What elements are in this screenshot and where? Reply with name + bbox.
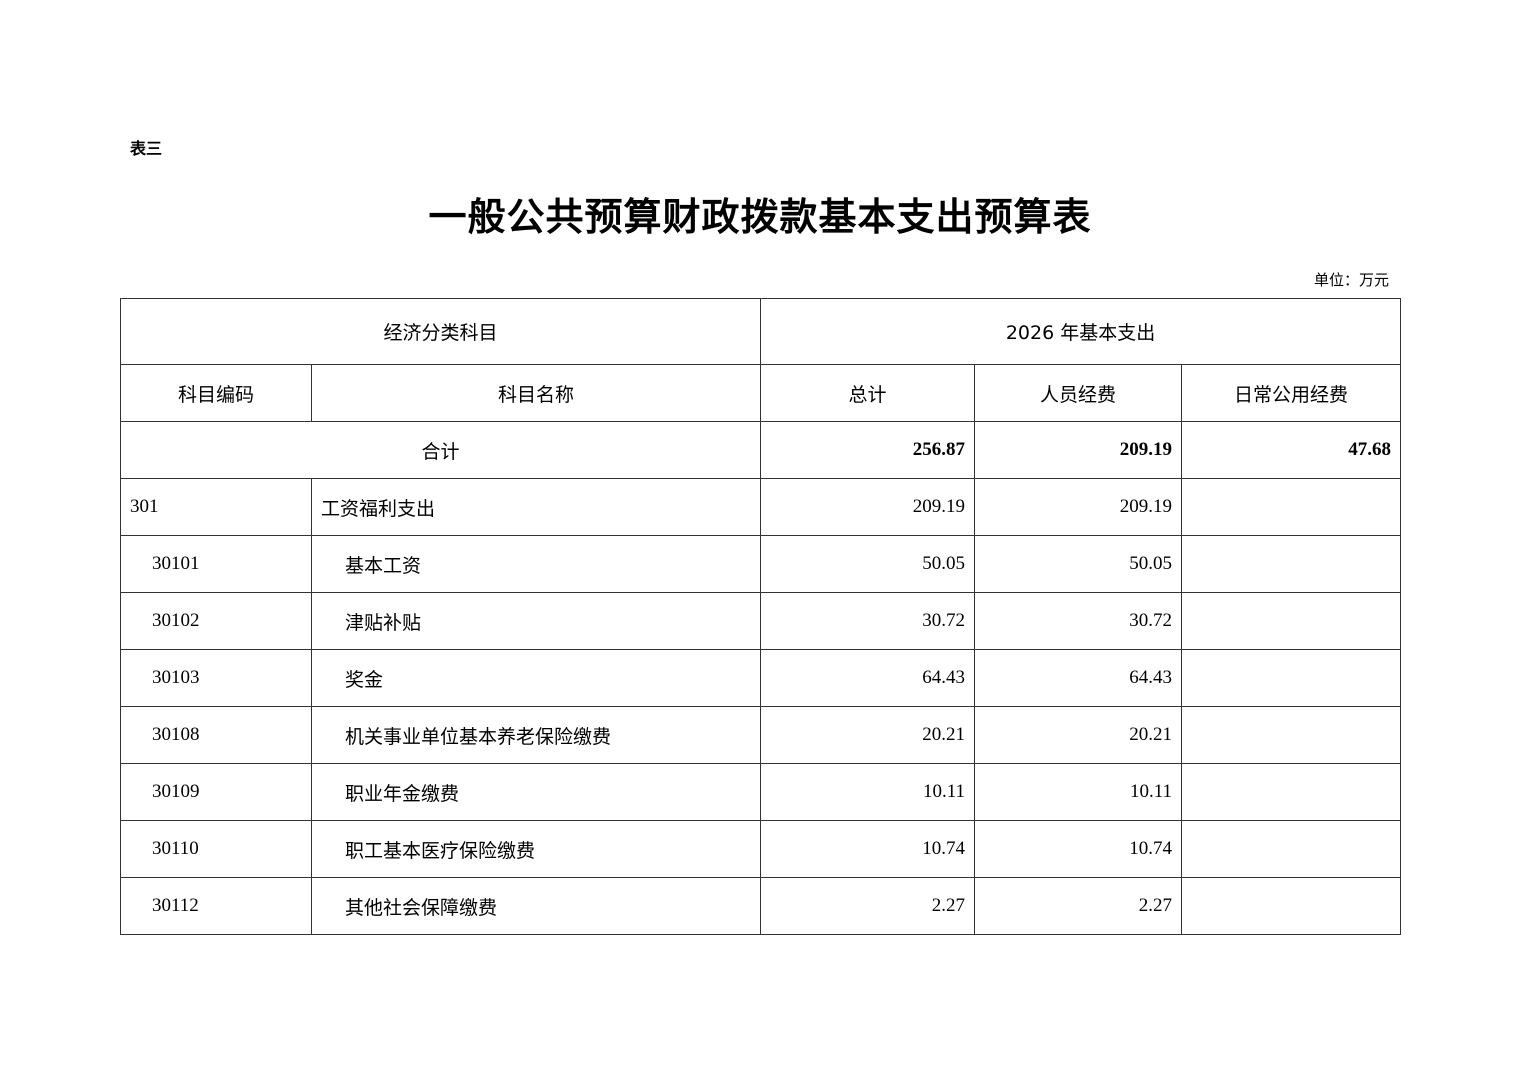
table-row: 30103 奖金 64.43 64.43 xyxy=(120,649,1402,707)
row-personnel: 2.27 xyxy=(974,877,1183,935)
table-row: 30102 津贴补贴 30.72 30.72 xyxy=(120,592,1402,650)
row-personnel: 20.21 xyxy=(974,706,1183,764)
group-header-row: 经济分类科目 2026 年基本支出 xyxy=(119,298,1402,365)
row-name: 津贴补贴 xyxy=(310,592,762,650)
row-code: 30103 xyxy=(120,649,312,707)
row-total: 50.05 xyxy=(760,535,976,593)
row-public xyxy=(1181,478,1402,536)
table-row: 301 工资福利支出 209.19 209.19 xyxy=(120,478,1402,536)
row-personnel: 10.74 xyxy=(974,820,1183,878)
total-row: 合计 256.87 209.19 47.68 xyxy=(119,421,1402,479)
row-total: 10.11 xyxy=(760,763,976,821)
row-total: 30.72 xyxy=(760,592,976,650)
row-public xyxy=(1181,649,1402,707)
table-row: 30108 机关事业单位基本养老保险缴费 20.21 20.21 xyxy=(120,706,1402,764)
total-label: 合计 xyxy=(119,421,762,479)
row-name: 职业年金缴费 xyxy=(310,763,762,821)
row-code: 30110 xyxy=(120,820,312,878)
header-code: 科目编码 xyxy=(120,364,312,422)
table-row: 30112 其他社会保障缴费 2.27 2.27 xyxy=(120,877,1402,935)
table-row: 30101 基本工资 50.05 50.05 xyxy=(120,535,1402,593)
row-personnel: 30.72 xyxy=(974,592,1183,650)
row-personnel: 64.43 xyxy=(974,649,1183,707)
row-personnel: 50.05 xyxy=(974,535,1183,593)
row-name: 机关事业单位基本养老保险缴费 xyxy=(310,706,762,764)
row-name: 工资福利支出 xyxy=(310,478,762,536)
page-title: 一般公共预算财政拨款基本支出预算表 xyxy=(428,194,1092,239)
row-code: 301 xyxy=(120,478,312,536)
row-code: 30109 xyxy=(120,763,312,821)
row-code: 30112 xyxy=(120,877,312,935)
row-code: 30108 xyxy=(120,706,312,764)
total-total: 256.87 xyxy=(760,421,976,479)
column-header-row: 科目编码 科目名称 总计 人员经费 日常公用经费 xyxy=(120,364,1402,422)
header-total: 总计 xyxy=(760,364,976,422)
group-header-classification: 经济分类科目 xyxy=(119,298,762,365)
row-public xyxy=(1181,820,1402,878)
header-personnel: 人员经费 xyxy=(974,364,1183,422)
row-code: 30101 xyxy=(120,535,312,593)
total-public: 47.68 xyxy=(1181,421,1402,479)
row-public xyxy=(1181,706,1402,764)
table-row: 30110 职工基本医疗保险缴费 10.74 10.74 xyxy=(120,820,1402,878)
header-public: 日常公用经费 xyxy=(1181,364,1402,422)
group-header-basic-expenditure: 2026 年基本支出 xyxy=(760,298,1402,365)
table-label: 表三 xyxy=(130,139,163,158)
row-total: 10.74 xyxy=(760,820,976,878)
row-personnel: 209.19 xyxy=(974,478,1183,536)
row-code: 30102 xyxy=(120,592,312,650)
table-row: 30109 职业年金缴费 10.11 10.11 xyxy=(120,763,1402,821)
row-total: 20.21 xyxy=(760,706,976,764)
row-personnel: 10.11 xyxy=(974,763,1183,821)
row-name: 职工基本医疗保险缴费 xyxy=(310,820,762,878)
row-public xyxy=(1181,763,1402,821)
header-name: 科目名称 xyxy=(310,364,762,422)
unit-label: 单位：万元 xyxy=(1313,271,1389,289)
row-name: 奖金 xyxy=(310,649,762,707)
row-public xyxy=(1181,877,1402,935)
row-total: 64.43 xyxy=(760,649,976,707)
row-total: 209.19 xyxy=(760,478,976,536)
row-total: 2.27 xyxy=(760,877,976,935)
row-public xyxy=(1181,535,1402,593)
budget-table: 经济分类科目 2026 年基本支出 科目编码 科目名称 总计 人员经费 日常公用… xyxy=(119,298,1402,935)
row-name: 其他社会保障缴费 xyxy=(310,877,762,935)
row-name: 基本工资 xyxy=(310,535,762,593)
row-public xyxy=(1181,592,1402,650)
total-personnel: 209.19 xyxy=(974,421,1183,479)
